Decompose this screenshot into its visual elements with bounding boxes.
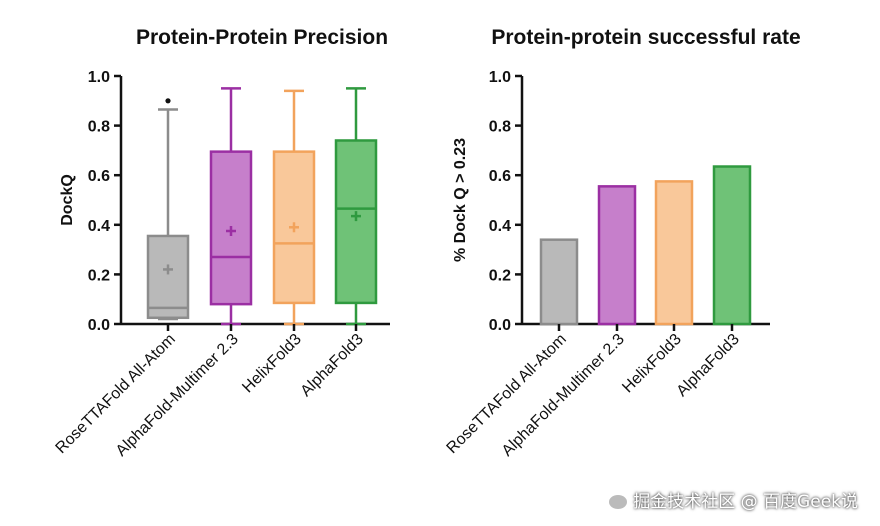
bar [654,180,694,326]
left-category-label: AlphaFold-Multimer 2.3 [113,331,242,460]
left-y-tick-label: 1.0 [88,69,110,86]
right-y-tick-label: 0.0 [489,317,511,334]
left-y-axis-label: DockQ [59,174,76,226]
right-y-tick-label: 1.0 [489,69,511,86]
left-chart-title: Protein-Protein Precision [136,26,388,49]
left-y-tick-label: 0.2 [88,267,110,284]
right-y-tick-label: 0.4 [489,218,511,235]
watermark: 掘金技术社区 @ 百度Geek说 [609,487,858,512]
wechat-icon [609,495,628,509]
left-category-label: AlphaFold3 [298,331,367,400]
box-iqr [334,139,378,305]
left-y-tick-label: 0.8 [88,119,110,136]
box-iqr [146,234,190,320]
right-category-label: AlphaFold3 [674,331,743,400]
right-y-tick-label: 0.6 [489,168,511,185]
precision-box-chart: Protein-Protein Precision DockQ 0.0 0.2 0.… [53,26,390,460]
left-category-label: RoseTTAFold All-Atom [53,331,179,457]
left-y-tick-label: 0.4 [88,218,110,235]
left-y-tick-label: 0.0 [88,317,110,334]
box-outlier [165,98,171,104]
left-category-label: HelixFold3 [239,331,305,397]
left-y-tick-label: 0.6 [88,168,110,185]
success-rate-bar-chart: Protein-protein successful rate % Dock Q… [444,26,801,460]
right-y-tick-label: 0.8 [489,119,511,136]
right-category-label: AlphaFold-Multimer 2.3 [499,331,628,460]
watermark-text: 掘金技术社区 @ 百度Geek说 [633,492,858,512]
right-chart-title: Protein-protein successful rate [491,26,800,49]
box-iqr [272,150,316,305]
bar [597,185,637,326]
bar [712,165,752,326]
right-y-tick-label: 0.2 [489,267,511,284]
bar [539,238,579,326]
right-category-label: RoseTTAFold All-Atom [444,331,570,457]
right-y-axis-label: % Dock Q > 0.23 [452,138,469,262]
